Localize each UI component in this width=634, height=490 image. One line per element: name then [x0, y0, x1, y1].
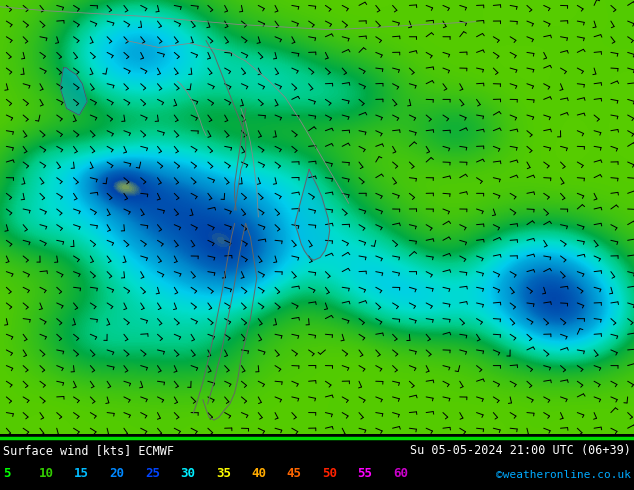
Polygon shape — [60, 68, 87, 115]
Text: Su 05-05-2024 21:00 UTC (06+39): Su 05-05-2024 21:00 UTC (06+39) — [410, 444, 631, 457]
Text: 40: 40 — [251, 467, 266, 480]
Text: 35: 35 — [216, 467, 231, 480]
Text: Surface wind [kts] ECMWF: Surface wind [kts] ECMWF — [3, 444, 174, 457]
Text: ©weatheronline.co.uk: ©weatheronline.co.uk — [496, 470, 631, 480]
Text: 60: 60 — [393, 467, 408, 480]
Text: 45: 45 — [287, 467, 302, 480]
Text: 55: 55 — [358, 467, 373, 480]
Text: 30: 30 — [181, 467, 195, 480]
Polygon shape — [295, 170, 330, 260]
Text: 50: 50 — [322, 467, 337, 480]
Text: 10: 10 — [39, 467, 54, 480]
Text: 20: 20 — [110, 467, 124, 480]
Text: 25: 25 — [145, 467, 160, 480]
Text: 15: 15 — [74, 467, 89, 480]
Text: 5: 5 — [3, 467, 11, 480]
